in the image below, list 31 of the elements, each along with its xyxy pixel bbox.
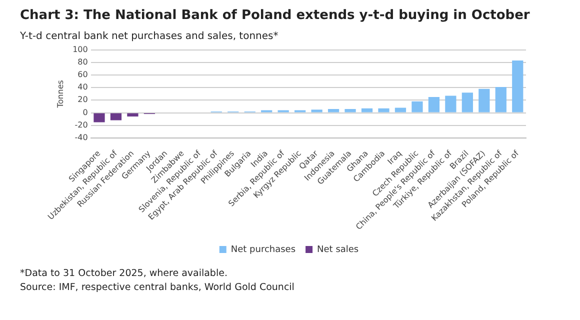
bar — [412, 101, 423, 112]
y-tick-label: 40 — [78, 82, 88, 92]
y-tick-label: 80 — [78, 57, 88, 66]
bar — [378, 108, 390, 112]
source-note: Source: IMF, respective central banks, World Gold Council — [20, 282, 296, 293]
y-tick-label: 100 — [72, 44, 88, 54]
chart-subtitle: Y-t-d central bank net purchases and sales, tonnes* — [20, 31, 280, 42]
bar — [110, 113, 122, 120]
bar — [512, 60, 524, 112]
bar — [344, 108, 356, 112]
y-tick-label: -40 — [74, 133, 88, 142]
bar — [361, 108, 373, 112]
bar — [428, 97, 440, 112]
bar — [478, 88, 490, 112]
bar — [394, 108, 406, 112]
bar — [462, 92, 473, 112]
bar — [445, 96, 456, 112]
bar — [311, 110, 322, 112]
legend-label: Net purchases — [230, 244, 296, 255]
y-axis-title: Tonnes — [56, 80, 65, 109]
y-tick-label: 20 — [78, 95, 88, 104]
y-tick-label: 0 — [82, 108, 88, 117]
text: *Data to 31 October 2025, where available. — [20, 268, 228, 279]
y-tick-label: -20 — [74, 120, 88, 130]
bar — [328, 108, 340, 112]
bar — [127, 113, 138, 117]
y-tick-label: 60 — [78, 70, 88, 80]
chart-title: Chart 3: The National Bank of Poland extends y-t-d buying in October — [20, 8, 531, 23]
bar — [94, 113, 105, 122]
bar — [495, 86, 506, 112]
legend-label: Net sales — [317, 244, 359, 255]
